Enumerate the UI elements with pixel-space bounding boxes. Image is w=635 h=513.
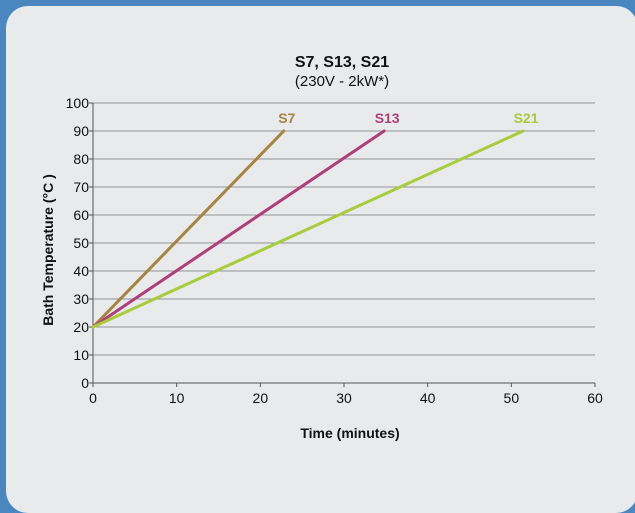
chart-subtitle: (230V - 2kW*): [295, 73, 389, 90]
series-labels: S7 S13 S21: [278, 110, 539, 126]
series-line-s7: [91, 129, 286, 329]
series-line-s21: [91, 129, 525, 329]
y-tick-label: 40: [73, 263, 89, 279]
y-tick-label: 50: [73, 235, 89, 251]
y-axis-label: Bath Temperature (°C ): [40, 174, 56, 326]
x-tick-label: 20: [253, 390, 269, 406]
axes: [89, 102, 596, 387]
series-label-s7: S7: [278, 110, 295, 126]
y-tick-label: 100: [66, 95, 90, 111]
y-tick-label: 10: [73, 347, 89, 363]
tick-labels: 0 10 20 30 40 50 60 70 80 90 100 0 10 20 30 40 50 60: [66, 95, 603, 406]
y-tick-label: 0: [81, 375, 89, 391]
y-tick-label: 60: [73, 207, 89, 223]
series-lines: [91, 129, 525, 329]
chart-card: S7, S13, S21 (230V - 2kW*) 0 10 20 30 40 50 60…: [6, 6, 635, 513]
y-tick-label: 30: [73, 291, 89, 307]
x-tick-label: 40: [420, 390, 436, 406]
x-tick-label: 0: [89, 390, 97, 406]
temperature-chart: S7, S13, S21 (230V - 2kW*) 0 10 20 30 40 50 60…: [40, 54, 603, 441]
x-axis-label: Time (minutes): [300, 425, 399, 441]
y-tick-label: 90: [73, 123, 89, 139]
chart-title: S7, S13, S21: [295, 54, 389, 71]
x-tick-label: 10: [169, 390, 185, 406]
x-tick-label: 30: [336, 390, 352, 406]
y-tick-label: 20: [73, 319, 89, 335]
series-label-s21: S21: [514, 110, 539, 126]
y-tick-label: 80: [73, 151, 89, 167]
x-tick-label: 60: [587, 390, 603, 406]
series-label-s13: S13: [375, 110, 400, 126]
x-tick-label: 50: [504, 390, 520, 406]
y-tick-label: 70: [73, 179, 89, 195]
gridlines: [93, 102, 595, 356]
series-line-s13: [91, 129, 386, 329]
